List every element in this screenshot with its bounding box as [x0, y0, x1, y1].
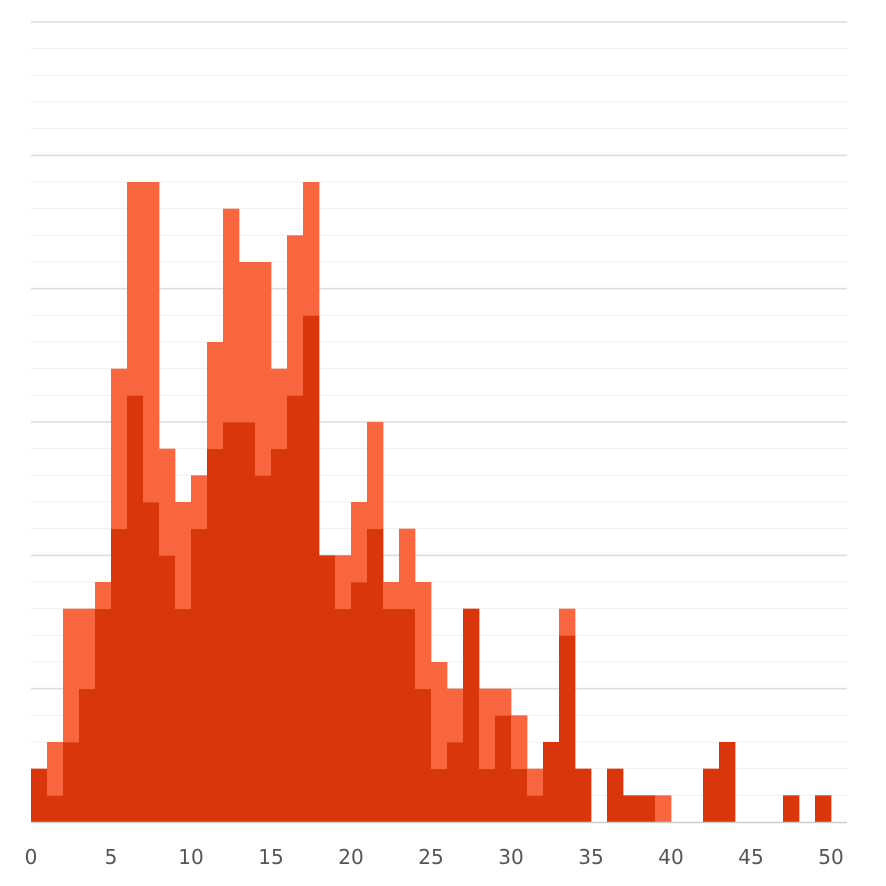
- bar-series-0-bin-19: [335, 608, 352, 823]
- x-tick-label: 5: [105, 845, 118, 869]
- bar-series-0-bin-5: [111, 528, 128, 823]
- bar-series-0-bin-0: [31, 768, 48, 823]
- bar-series-1-bin-22: [383, 582, 400, 610]
- bar-series-1-bin-11: [207, 342, 224, 450]
- x-tick-label: 0: [25, 845, 38, 869]
- bar-series-1-bin-33: [559, 608, 576, 636]
- bar-series-0-bin-29: [495, 715, 512, 823]
- bar-series-0-bin-8: [159, 555, 176, 823]
- bar-series-1-bin-7: [143, 182, 160, 503]
- bar-series-0-bin-14: [255, 475, 272, 823]
- x-tick-labels: 0 5 10 15 20 25 30 35 40 45 50: [25, 845, 844, 869]
- bar-series-0-bin-32: [543, 742, 560, 823]
- bar-series-1-bin-13: [239, 262, 256, 423]
- bar-series-0-bin-10: [191, 528, 208, 823]
- x-tick-label: 50: [818, 845, 843, 869]
- bar-series-1-bin-14: [255, 262, 272, 476]
- bars: [31, 182, 832, 823]
- bar-series-0-bin-36: [607, 768, 624, 823]
- bar-series-1-bin-17: [303, 182, 320, 316]
- bar-series-0-bin-24: [415, 688, 432, 823]
- bar-series-1-bin-3: [79, 608, 96, 690]
- bar-series-1-bin-25: [431, 662, 448, 770]
- bar-series-0-bin-38: [639, 795, 656, 823]
- bar-series-1-bin-31: [527, 768, 544, 796]
- x-tick-label: 45: [738, 845, 763, 869]
- bar-series-1-bin-16: [287, 235, 304, 396]
- bar-series-0-bin-31: [527, 795, 544, 823]
- bar-series-0-bin-6: [127, 395, 144, 823]
- bar-series-0-bin-13: [239, 422, 256, 823]
- bar-series-1-bin-21: [367, 422, 384, 530]
- bar-series-0-bin-20: [351, 582, 368, 823]
- bar-series-1-bin-1: [47, 742, 64, 796]
- bar-series-0-bin-25: [431, 768, 448, 823]
- bar-series-0-bin-27: [463, 608, 480, 823]
- bar-series-1-bin-29: [495, 688, 512, 716]
- bar-series-0-bin-2: [63, 742, 80, 823]
- bar-series-1-bin-12: [223, 208, 240, 423]
- bar-series-0-bin-15: [271, 448, 288, 823]
- bar-series-1-bin-23: [399, 528, 416, 610]
- x-tick-label: 40: [658, 845, 683, 869]
- bar-series-1-bin-28: [479, 688, 496, 770]
- bar-series-0-bin-9: [175, 608, 192, 823]
- bar-series-0-bin-16: [287, 395, 304, 823]
- bar-series-0-bin-49: [815, 795, 832, 823]
- bar-series-1-bin-24: [415, 582, 432, 690]
- bar-series-1-bin-20: [351, 502, 368, 583]
- bar-series-0-bin-43: [719, 742, 736, 823]
- x-tick-label: 15: [258, 845, 283, 869]
- bar-series-1-bin-39: [655, 795, 672, 823]
- x-tick-label: 30: [498, 845, 523, 869]
- bar-series-1-bin-10: [191, 475, 208, 530]
- bar-series-0-bin-22: [383, 608, 400, 823]
- bar-series-1-bin-19: [335, 555, 352, 610]
- bar-series-0-bin-42: [703, 768, 720, 823]
- bar-series-1-bin-26: [447, 688, 464, 743]
- x-tick-label: 25: [418, 845, 443, 869]
- x-tick-label: 35: [578, 845, 603, 869]
- bar-series-0-bin-18: [319, 555, 336, 823]
- bar-series-0-bin-33: [559, 635, 576, 823]
- bar-series-1-bin-9: [175, 502, 192, 610]
- bar-series-0-bin-47: [783, 795, 800, 823]
- bar-series-0-bin-11: [207, 448, 224, 823]
- bar-series-0-bin-4: [95, 608, 112, 823]
- bar-series-0-bin-7: [143, 502, 160, 823]
- bar-series-0-bin-12: [223, 422, 240, 823]
- bar-series-1-bin-8: [159, 448, 176, 556]
- bar-series-1-bin-30: [511, 715, 528, 770]
- bar-series-0-bin-21: [367, 528, 384, 823]
- x-tick-label: 10: [178, 845, 203, 869]
- bar-series-0-bin-23: [399, 608, 416, 823]
- x-tick-label: 20: [338, 845, 363, 869]
- bar-series-0-bin-34: [575, 768, 592, 823]
- bar-series-1-bin-15: [271, 368, 288, 450]
- bar-series-1-bin-5: [111, 368, 128, 530]
- bar-series-0-bin-28: [479, 768, 496, 823]
- bar-series-0-bin-30: [511, 768, 528, 823]
- bar-series-0-bin-26: [447, 742, 464, 823]
- bar-series-0-bin-17: [303, 315, 320, 823]
- bar-series-0-bin-3: [79, 688, 96, 823]
- bar-series-1-bin-6: [127, 182, 144, 396]
- bar-series-1-bin-4: [95, 582, 112, 610]
- bar-series-0-bin-37: [623, 795, 640, 823]
- bar-series-1-bin-2: [63, 608, 80, 743]
- bar-series-0-bin-1: [47, 795, 64, 823]
